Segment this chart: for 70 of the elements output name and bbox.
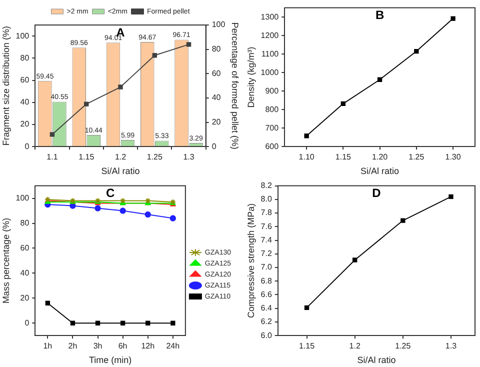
- y-tick-label: 8.0: [260, 194, 272, 204]
- y-tick-label: 0: [24, 318, 30, 328]
- x-tick-label: 3h: [93, 342, 102, 351]
- y-tick-label: 6.4: [260, 304, 272, 313]
- y-axis-title: Compressive strength (MPa): [246, 203, 256, 318]
- y2-tick-label: 0: [212, 142, 217, 151]
- x-tick-label: 6h: [118, 342, 128, 351]
- y-tick-label: 0: [24, 142, 30, 151]
- y2-axis-title: Percentage of formed pellet (%): [230, 22, 240, 150]
- y-tick-label: 7.2: [260, 249, 272, 258]
- y-axis-title: Mass percentage (%): [0, 218, 11, 304]
- y-tick-label: 1100: [261, 49, 280, 58]
- y-tick-label: 100: [16, 193, 30, 202]
- y-tick-label: 60: [20, 243, 30, 252]
- x-tick-label: 1.15: [335, 152, 352, 162]
- y-tick-label: 80: [20, 218, 30, 228]
- y-tick-label: 100: [16, 31, 30, 40]
- chart-title: B: [375, 8, 384, 22]
- y-tick-label: 80: [20, 53, 30, 62]
- y-axis-title: Fragment size distribution (%): [0, 26, 11, 146]
- y-tick-label: 6.6: [260, 290, 272, 299]
- chart-title: C: [106, 186, 115, 200]
- y-tick-label: 800: [265, 104, 280, 114]
- x-tick-label: 1.25: [408, 152, 425, 162]
- y-tick-label: 40: [20, 98, 30, 107]
- x-axis-title: Si/Al ratio: [360, 166, 400, 176]
- y-tick-label: 1200: [260, 30, 280, 40]
- x-tick-label: 12h: [141, 342, 155, 351]
- y-tick-label: 6.2: [260, 317, 272, 326]
- x-axis-title: Si/Al ratio: [357, 355, 396, 366]
- y2-tick-label: 100: [212, 20, 226, 30]
- y-tick-label: 6.8: [260, 276, 272, 286]
- x-tick-label: 24h: [166, 342, 180, 351]
- x-axis-title: Si/Al ratio: [101, 166, 140, 176]
- chart-title: D: [372, 186, 382, 200]
- x-tick-label: 1.3: [183, 152, 195, 162]
- y-tick-label: 7.6: [260, 222, 272, 231]
- x-tick-label: 1.10: [298, 152, 315, 162]
- y-tick-label: 7.4: [260, 235, 272, 244]
- x-tick-label: 1.2: [114, 152, 127, 162]
- y-tick-label: 7.0: [260, 262, 272, 272]
- y-tick-label: 6.0: [260, 330, 272, 340]
- y2-tick-label: 40: [212, 93, 222, 102]
- y-tick-label: 20: [20, 293, 30, 302]
- y2-tick-label: 60: [212, 68, 222, 78]
- y-tick-label: 7.8: [260, 208, 272, 218]
- x-tick-label: 2h: [68, 342, 78, 351]
- y-axis-title: Density (kg/m³): [246, 46, 256, 108]
- x-tick-label: 1h: [43, 342, 52, 351]
- y-tick-label: 700: [265, 123, 280, 132]
- x-tick-label: 1.15: [78, 152, 95, 162]
- y2-tick-label: 80: [212, 44, 222, 54]
- y-tick-label: 600: [265, 142, 280, 151]
- y-tick-label: 1000: [260, 68, 280, 77]
- y-tick-label: 900: [265, 86, 280, 96]
- x-tick-label: 1.2: [349, 342, 361, 351]
- x-tick-label: 1.3: [445, 342, 458, 351]
- y-tick-label: 60: [20, 75, 30, 84]
- y-tick-label: 1300: [260, 12, 280, 22]
- x-tick-label: 1.15: [298, 342, 316, 351]
- y-tick-label: 20: [20, 120, 30, 129]
- y-tick-label: 8.2: [260, 181, 272, 190]
- x-tick-label: 1.25: [146, 152, 163, 162]
- x-tick-label: 1.25: [395, 342, 412, 351]
- y2-tick-label: 20: [212, 117, 222, 126]
- x-tick-label: 1.1: [46, 152, 58, 162]
- x-tick-label: 1.20: [372, 152, 388, 162]
- x-tick-label: 1.30: [445, 152, 462, 162]
- x-axis-title: Time (min): [88, 355, 132, 366]
- y-tick-label: 40: [20, 268, 30, 278]
